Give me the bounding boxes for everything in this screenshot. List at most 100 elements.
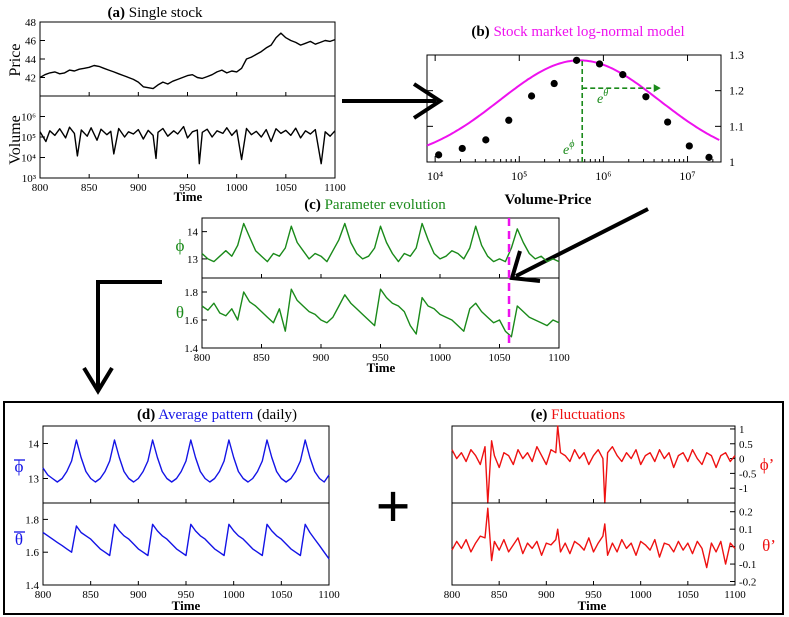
chart-c-xtick-label: 850 [253,352,270,364]
chart-e-xtick-label: 850 [491,589,508,601]
chart-e-xtick-label: 800 [444,589,461,601]
panel-b-xlabel: Volume-Price [505,192,592,208]
chart-a-subplot-0-frame [39,21,336,97]
bottom-frame [3,401,784,615]
chart-c-ytick-label: 14 [187,227,199,239]
panel-c-ylabel-phi: ϕ [176,236,185,255]
chart-a-xtick-label: 1050 [275,182,298,194]
chart-d-series-0 [42,439,330,483]
chart-b-fit-curve [426,59,720,147]
panel-e-title-text: Fluctuations [551,407,625,423]
panel-c-ylabel-theta: θ [176,303,184,322]
chart-d-series-1 [42,523,330,560]
annotation-e-phi-sup: ϕ [569,139,574,150]
panel-d-suffix: (daily) [257,407,297,423]
panel-e-xlabel: Time [578,598,607,613]
chart-b-data-point [435,151,443,159]
panel-c-xlabel: Time [367,360,396,375]
chart-b-xtick-label: 10⁵ [511,169,527,183]
chart-d: 13 14 1.4 1.6 1.8 800 850 900 950 1000 1050 1100 [25,425,340,601]
chart-e-ytick-label: 0.1 [739,524,753,536]
chart-e-series-0 [451,425,736,504]
chart-b-data-point [685,142,693,150]
chart-b-data-point [572,56,581,64]
chart-e-xtick-label: 1100 [724,589,746,601]
chart-b-ytick-label: 1.3 [729,48,744,62]
chart-b-ytick-label: 1.1 [729,119,744,133]
chart-a-xtick-label: 900 [130,182,147,194]
chart-c-ytick-label: 1.6 [184,315,198,327]
chart-d-ytick-label: 1.4 [25,580,39,592]
chart-e-ytick-label: 0 [739,542,745,554]
chart-b-theta-arrow-head [653,84,661,93]
chart-e-ytick-label: 1 [739,424,745,436]
chart-d-ytick-label: 1.6 [25,547,39,559]
chart-b-data-point [619,71,627,79]
panel-e-title: (e) Fluctuations [531,407,626,423]
annotation-e-phi-base: e [563,143,569,158]
flow-arrows [82,82,649,395]
chart-b-xtick-label: 10⁷ [679,169,695,183]
arrow-b-to-c-shaft [515,207,649,278]
panel-d-ylabel-phi: ϕ [15,457,24,476]
chart-a-ytick-label: 10⁴ [21,153,36,165]
chart-d-xtick-label: 1050 [270,589,293,601]
chart-b-data-point [550,79,558,88]
chart-e: -1 -0.5 0 0.5 1 -0.2 -0.1 0 0.1 0.2 800 850 900 950 10… [444,424,757,601]
panel-a-ylabel-price: Price [7,44,24,77]
panel-d-ylabel-theta: θ [15,530,23,549]
chart-d-xtick-label: 800 [35,589,52,601]
chart-d-xtick-label: 900 [130,589,147,601]
panel-a-xlabel: Time [174,189,203,204]
chart-d-xtick-label: 950 [178,589,195,601]
panel-b-title: (b) Stock market log-normal model [471,24,684,40]
panel-c-tag: (c) [304,197,321,213]
arrow-a-to-b-head [412,82,444,120]
panel-d-tag: (d) [137,407,155,423]
chart-a-ytick-label: 48 [25,17,37,29]
chart-a-ytick-label: 42 [25,73,36,85]
chart-e-ytick-label: -1 [739,483,748,495]
charts-layer: 42 44 46 48 10³ 10⁴ 10⁵ 10⁶ 800 850 900 950 1000 1050… [21,17,757,601]
chart-c-xtick-label: 1100 [548,352,570,364]
chart-d-ytick-label: 14 [28,439,40,451]
chart-b-data-point [458,144,466,153]
chart-e-xtick-label: 950 [585,589,602,601]
chart-b-data-point [505,116,513,124]
panel-c-title: (c) Parameter evolution [304,197,446,213]
chart-b-data-point [705,153,713,161]
chart-e-series-1 [451,507,736,569]
chart-e-xtick-label: 1050 [677,589,700,601]
chart-d-subplot-0-frame [42,425,330,504]
chart-a-ytick-label: 10³ [22,173,37,185]
annotation-e-theta-sup: θ [603,88,608,99]
chart-e-ytick-label: 0 [739,454,745,466]
chart-a-xtick-label: 950 [179,182,196,194]
chart-c-xtick-label: 1050 [489,352,512,364]
panel-e-ylabel-phi: ϕ’ [760,455,775,474]
chart-c-ytick-label: 1.8 [184,287,198,299]
chart-a-ytick-label: 46 [25,36,37,48]
chart-a-series-0 [39,32,336,90]
chart-c-xtick-label: 1000 [429,352,452,364]
chart-d-ytick-label: 13 [28,474,40,486]
chart-a-xtick-label: 850 [81,182,98,194]
chart-a-series-1 [39,125,336,165]
chart-c-series-1 [201,288,560,338]
chart-a-xtick-label: 800 [32,182,49,194]
chart-a-ytick-label: 44 [25,54,37,66]
chart-b-ytick-label: 1 [729,155,735,169]
chart-c-xtick-label: 800 [194,352,211,364]
plus-sign: + [375,473,410,541]
panel-a-ylabel-volume: Volume [7,115,24,164]
panel-d-xlabel: Time [172,598,201,613]
chart-b-data-point [664,118,672,126]
chart-a: 42 44 46 48 10³ 10⁴ 10⁵ 10⁶ 800 850 900 950 1000 1050… [21,17,346,194]
annotation-e-theta-base: e [597,92,603,107]
panel-a-title: (a) Single stock [108,5,203,21]
chart-e-ytick-label: -0.1 [739,559,756,571]
chart-c-xtick-label: 900 [313,352,330,364]
chart-c-xtick-label: 950 [372,352,389,364]
chart-e-xtick-label: 900 [538,589,555,601]
